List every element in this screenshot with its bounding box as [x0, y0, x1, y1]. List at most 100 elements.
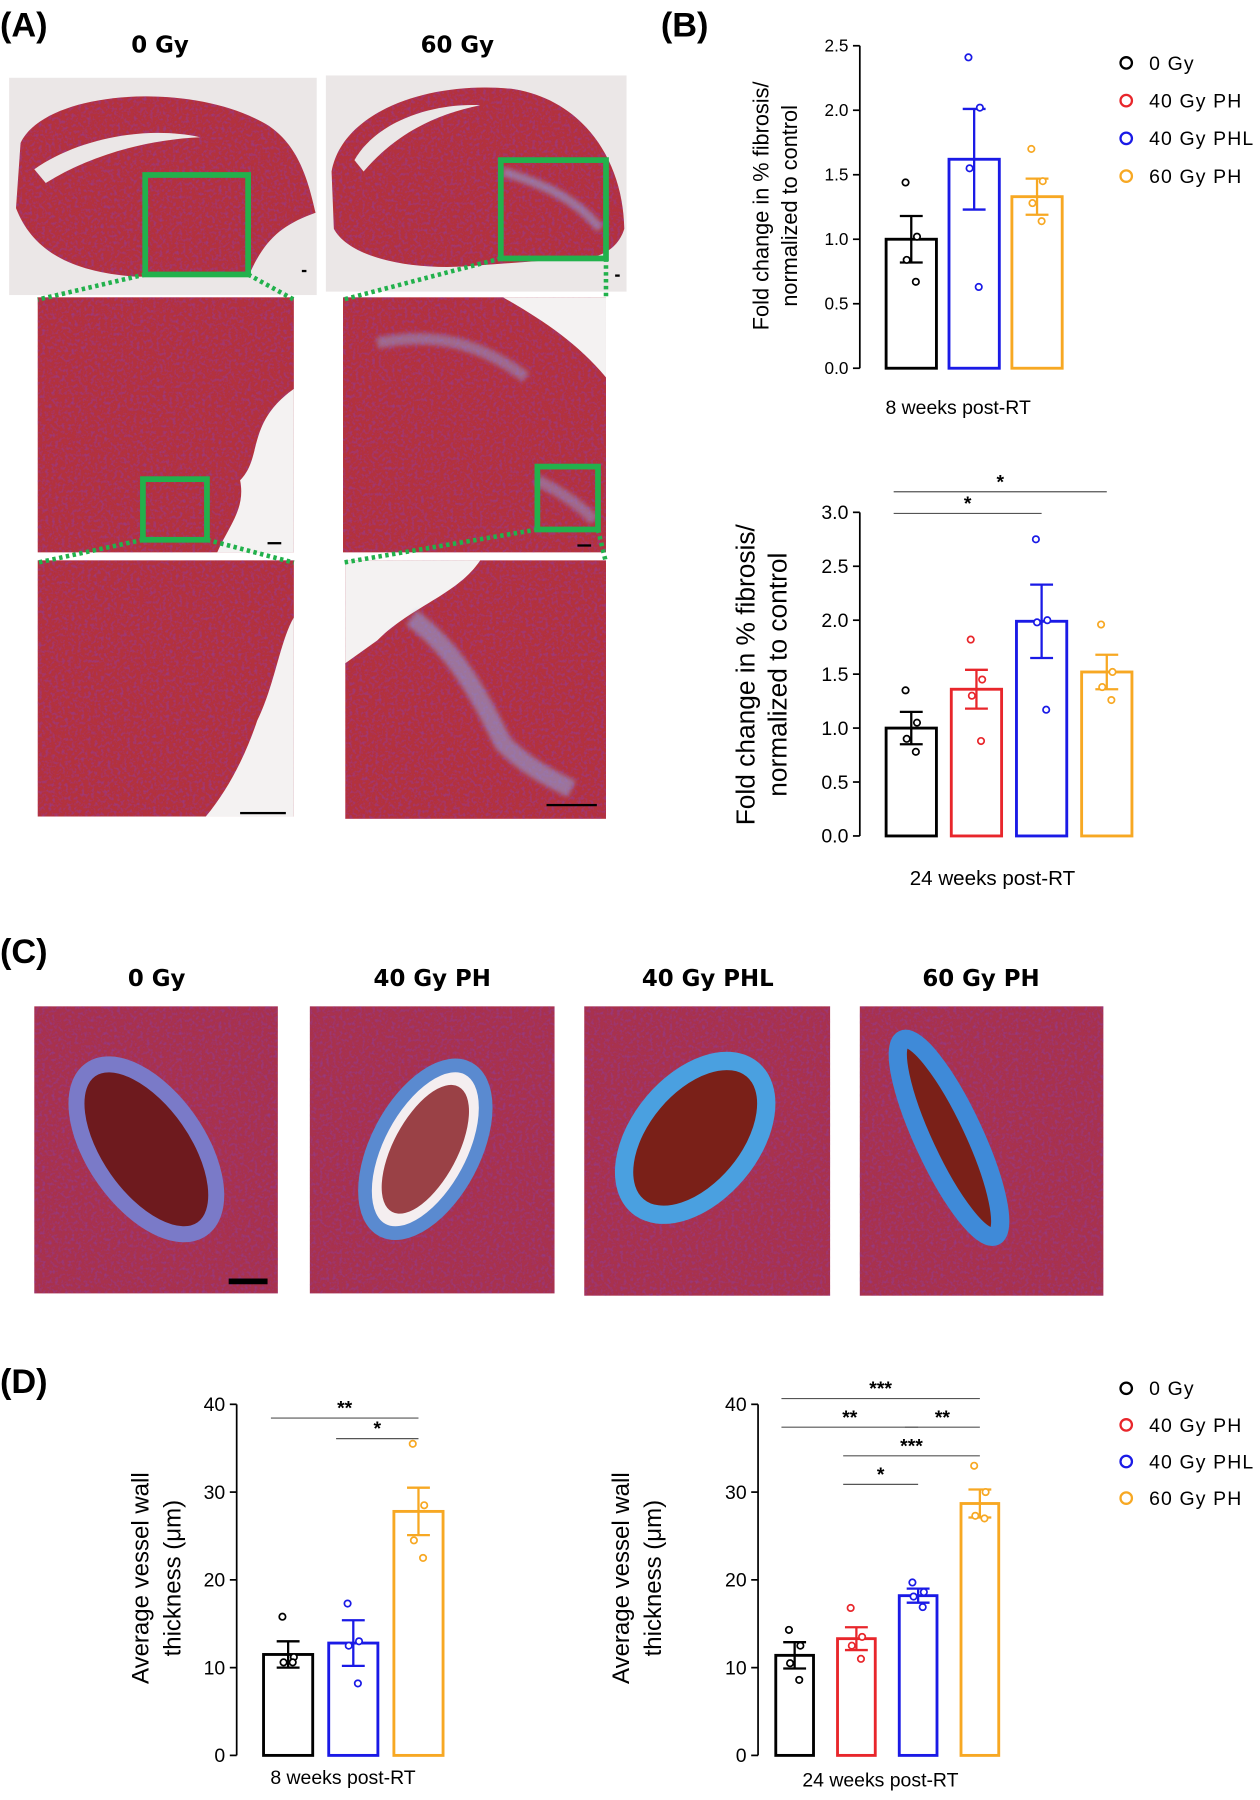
data-point — [408, 1439, 417, 1448]
significance-label: * — [964, 493, 972, 515]
legend-label: 40 Gy PH — [1149, 90, 1242, 112]
y-tick-label: 30 — [204, 1482, 226, 1504]
data-point — [981, 1488, 990, 1497]
data-point — [1043, 616, 1052, 625]
significance-label: *** — [869, 1378, 892, 1400]
y-tick-label: 2.5 — [821, 556, 848, 578]
column-label: 0 Gy — [128, 966, 186, 992]
data-point — [409, 1536, 418, 1545]
blood — [381, 1084, 470, 1214]
data-point — [846, 1603, 855, 1613]
y-tick-label: 1.5 — [821, 664, 848, 686]
zoom-line — [37, 272, 146, 302]
y-tick-label: 2.0 — [825, 100, 849, 120]
y-tick-label: 40 — [725, 1394, 747, 1416]
data-point — [796, 1641, 805, 1650]
data-point — [964, 53, 973, 62]
legend-marker — [1119, 131, 1134, 146]
zoom-line — [37, 537, 144, 565]
zoom-box — [140, 476, 210, 543]
data-point — [343, 1599, 352, 1608]
data-point — [784, 1625, 793, 1634]
vessel — [888, 1029, 1010, 1247]
bar — [949, 687, 1004, 838]
scale-bar — [546, 803, 597, 807]
vessel — [68, 1056, 225, 1243]
data-point — [1107, 695, 1116, 705]
y-tick-label: 10 — [725, 1657, 747, 1679]
scale-bar — [577, 544, 592, 547]
data-point — [912, 718, 922, 727]
data-point — [901, 178, 910, 187]
y-axis-label: Average vessel wall — [128, 1472, 155, 1684]
y-axis-label: Fold change in % fibrosis/ — [748, 81, 773, 331]
data-point — [847, 1641, 856, 1650]
fibrosis — [501, 167, 604, 232]
column-label: 40 Gy PHL — [642, 966, 774, 992]
data-point — [795, 1675, 804, 1684]
y-tick-label: 10 — [204, 1657, 226, 1679]
significance-label: * — [374, 1418, 382, 1440]
data-point — [1042, 705, 1051, 714]
tissue — [16, 96, 316, 277]
y-tick-label: 1.0 — [821, 718, 848, 740]
data-point — [278, 1612, 287, 1621]
y-tick-label: 1.0 — [825, 229, 849, 249]
zoom-box — [497, 157, 609, 262]
y-axis-label: thickness (μm) — [160, 1500, 187, 1657]
panel-label: (C) — [0, 933, 48, 971]
y-tick-label: 0.5 — [821, 772, 848, 794]
legend-marker — [1119, 1381, 1134, 1396]
data-point — [1031, 535, 1040, 544]
background — [217, 297, 294, 553]
data-point — [971, 1511, 980, 1520]
legend-marker — [1119, 56, 1134, 70]
y-axis-label: normalized to control — [777, 105, 802, 307]
zoom-line — [595, 528, 609, 564]
zoom-line — [247, 272, 295, 302]
data-point — [912, 232, 922, 241]
significance-label: ** — [842, 1407, 858, 1429]
y-tick-label: 2.0 — [821, 610, 848, 632]
data-point — [902, 255, 911, 264]
x-axis-label: 24 weeks post-RT — [910, 867, 1076, 890]
data-point — [967, 691, 976, 700]
legend-label: 40 Gy PH — [1149, 1415, 1242, 1437]
significance-label: * — [996, 471, 1004, 493]
y-tick-label: 0.0 — [825, 358, 849, 378]
zoom-box — [534, 463, 601, 533]
y-tick-label: 0.0 — [821, 826, 848, 848]
y-tick-label: 0.5 — [825, 294, 849, 314]
bar — [262, 1653, 315, 1757]
data-point — [420, 1501, 429, 1510]
data-point — [279, 1658, 288, 1667]
data-point — [1027, 144, 1036, 154]
y-tick-label: 3.0 — [821, 502, 848, 524]
data-point — [966, 635, 975, 644]
panel-label: (D) — [0, 1363, 48, 1401]
data-point — [901, 686, 910, 695]
data-point — [974, 282, 983, 292]
data-point — [858, 1632, 867, 1641]
significance-label: ** — [935, 1407, 951, 1429]
significance-label: *** — [900, 1435, 923, 1457]
legend-label: 0 Gy — [1149, 53, 1195, 75]
data-point — [902, 734, 911, 743]
bar — [897, 1594, 939, 1757]
scale-bar — [301, 269, 307, 273]
data-point — [908, 1578, 917, 1587]
legend-marker — [1119, 1491, 1134, 1505]
data-point — [978, 675, 987, 684]
bar — [959, 1502, 1001, 1757]
scale-bar — [228, 1278, 268, 1285]
y-tick-label: 2.5 — [825, 36, 849, 56]
data-point — [856, 1654, 866, 1663]
x-axis-label: 8 weeks post-RT — [885, 397, 1030, 419]
data-point — [344, 1641, 353, 1650]
background — [503, 297, 606, 378]
data-point — [975, 103, 984, 112]
legend-marker — [1119, 93, 1134, 108]
vessel-images — [34, 1006, 1104, 1296]
